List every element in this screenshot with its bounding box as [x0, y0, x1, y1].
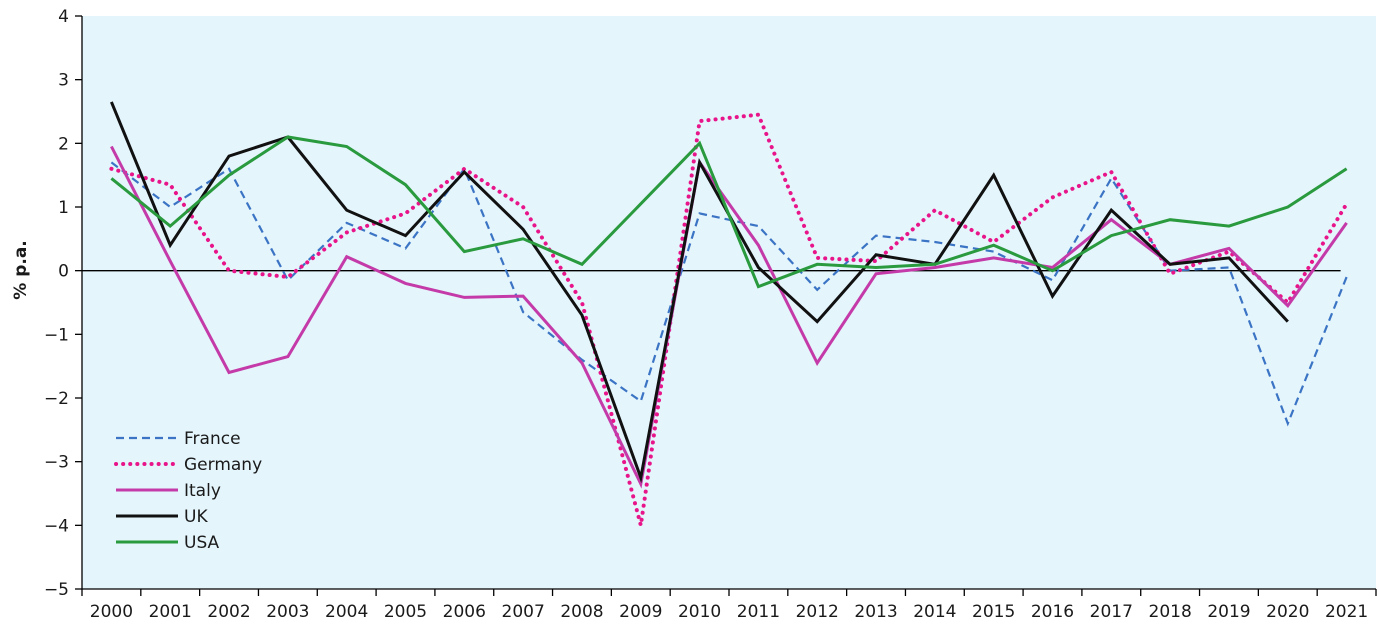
- series-uk: [110, 101, 1289, 484]
- axes-layer: 4 3 2 1 0 −1 −2 −3 −4 −5 2000 2001 2002 2003 2004 2005 2…: [44, 7, 1377, 622]
- x-tick-label: 2005: [384, 602, 427, 622]
- legend: France Germany Italy UK USA: [114, 429, 262, 553]
- series-france: [110, 161, 1348, 427]
- y-tick-label: 3: [58, 71, 69, 91]
- x-tick-label: 2003: [266, 602, 309, 622]
- legend-label: USA: [184, 533, 220, 553]
- plot-background: [82, 16, 1376, 589]
- x-tick-label: 2000: [90, 602, 133, 622]
- series-line-germany: [109, 112, 1349, 526]
- series-line-italy: [110, 145, 1348, 489]
- x-tick-label: 2016: [1031, 602, 1074, 622]
- x-tick-label: 2007: [502, 602, 545, 622]
- legend-label: Italy: [184, 481, 221, 501]
- x-tick-label: 2021: [1325, 602, 1368, 622]
- series-germany: [109, 112, 1349, 526]
- legend-label: UK: [184, 507, 208, 527]
- series-line-france: [110, 161, 1348, 427]
- series-line-uk: [110, 101, 1289, 484]
- legend-item-uk: UK: [116, 507, 208, 527]
- y-tick-label: −4: [44, 516, 69, 536]
- x-tick-label: 2011: [737, 602, 780, 622]
- y-axis-label: % p.a.: [11, 240, 31, 300]
- y-tick-label: 1: [58, 198, 69, 218]
- x-tick-label: 2009: [619, 602, 662, 622]
- y-tick-label: 2: [58, 134, 69, 154]
- y-tick-label: −5: [44, 580, 69, 600]
- x-tick-label: 2004: [325, 602, 368, 622]
- x-tick-label: 2006: [443, 602, 486, 622]
- series-italy: [110, 145, 1348, 489]
- x-tick-label: 2014: [913, 602, 956, 622]
- legend-label: France: [184, 429, 241, 449]
- legend-label: Germany: [184, 455, 262, 475]
- y-tick-label: −3: [44, 453, 69, 473]
- series-layer: [109, 101, 1349, 526]
- legend-item-usa: USA: [116, 533, 220, 553]
- x-tick-label: 2017: [1090, 602, 1133, 622]
- x-tick-label: 2002: [207, 602, 250, 622]
- series-usa: [110, 135, 1348, 289]
- x-tick-label: 2012: [796, 602, 839, 622]
- legend-item-france: France: [116, 429, 241, 449]
- legend-item-germany: Germany: [114, 455, 262, 475]
- x-tick-label: 2015: [972, 602, 1015, 622]
- series-line-usa: [110, 135, 1348, 289]
- y-tick-label: 0: [58, 262, 69, 282]
- y-tick-label: 4: [58, 7, 69, 27]
- legend-item-italy: Italy: [116, 481, 221, 501]
- y-tick-label: −2: [44, 389, 69, 409]
- x-tick-label: 2001: [149, 602, 192, 622]
- x-tick-label: 2018: [1149, 602, 1192, 622]
- y-tick-label: −1: [44, 325, 69, 345]
- x-tick-label: 2020: [1266, 602, 1309, 622]
- x-tick-label: 2013: [854, 602, 897, 622]
- x-tick-label: 2010: [678, 602, 721, 622]
- x-tick-label: 2019: [1207, 602, 1250, 622]
- x-tick-label: 2008: [560, 602, 603, 622]
